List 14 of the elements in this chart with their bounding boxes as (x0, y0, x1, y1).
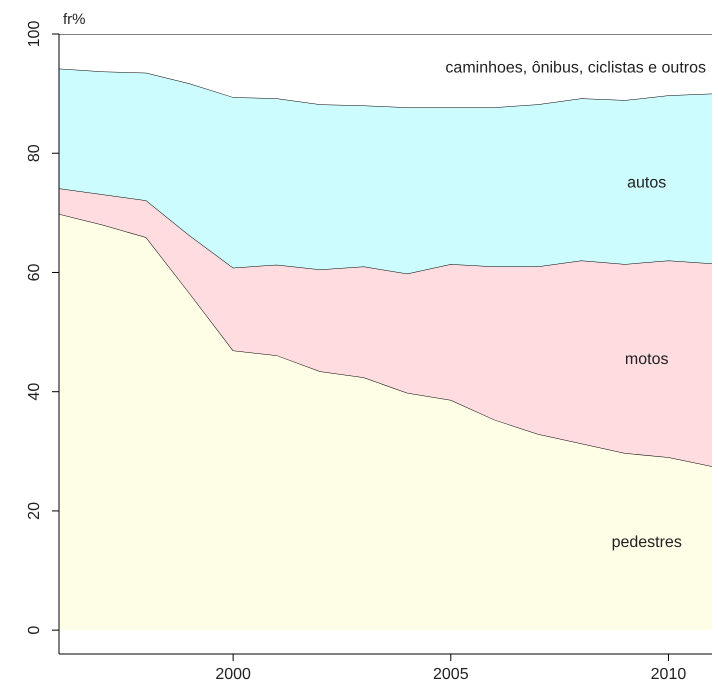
y-tick-label: 80 (26, 144, 43, 162)
series-label: pedestres (612, 534, 682, 552)
y-axis-title: fr% (63, 11, 86, 28)
y-tick-label: 40 (26, 382, 43, 401)
y-tick-label: 20 (26, 502, 43, 520)
x-tick-label: 2010 (650, 666, 686, 683)
x-tick-label: 2005 (433, 666, 469, 683)
series-label: autos (627, 174, 666, 192)
y-tick-label: 100 (26, 20, 43, 48)
x-tick-label: 2000 (215, 666, 252, 683)
y-tick-label: 0 (26, 626, 43, 635)
series-label: caminhoes, ônibus, ciclistas e outros (445, 60, 706, 77)
y-tick-label: 60 (26, 263, 43, 282)
series-label: motos (624, 351, 668, 368)
